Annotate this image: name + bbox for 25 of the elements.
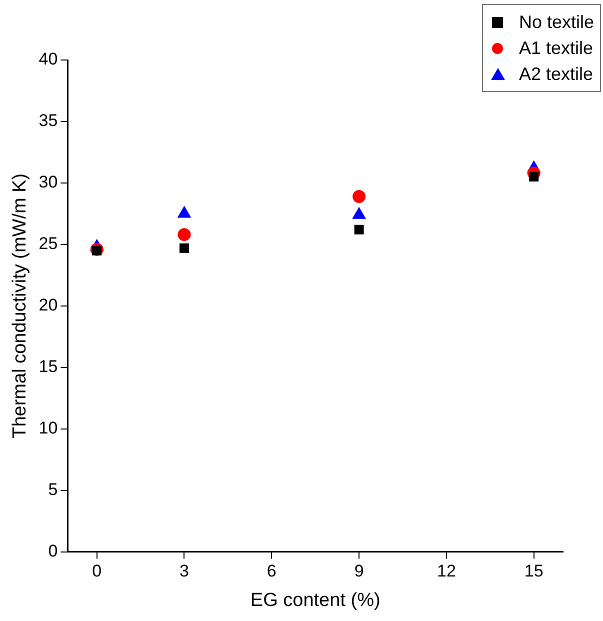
point — [180, 243, 189, 253]
y-tick-label: 40 — [38, 50, 58, 69]
y-tick-label: 5 — [48, 480, 58, 500]
y-tick-label: 35 — [38, 111, 58, 130]
y-tick-label: 10 — [38, 418, 58, 438]
legend-label: A1 textile — [518, 37, 593, 60]
point — [352, 190, 366, 203]
y-tick-label: 0 — [48, 541, 58, 560]
y-tick-label: 30 — [38, 172, 58, 192]
legend-label: No textile — [518, 11, 594, 34]
y-tick-label: 25 — [38, 234, 58, 254]
x-tick-label: 0 — [92, 562, 102, 581]
point — [178, 228, 191, 242]
x-tick-label: 3 — [180, 562, 189, 581]
y-tick-label: 15 — [38, 357, 58, 376]
x-tick-label: 6 — [266, 562, 276, 581]
x-axis-title: EG content (%) — [250, 590, 380, 611]
x-tick-label: 9 — [354, 562, 364, 581]
x-tick-label: 12 — [437, 562, 456, 581]
y-axis-title: Thermal conductivity (mW/m K) — [10, 173, 31, 438]
x-tick-label: 15 — [524, 562, 544, 581]
point — [354, 224, 364, 234]
point — [178, 206, 191, 218]
legend-label: A2 textile — [518, 63, 593, 86]
y-tick-label: 20 — [38, 296, 58, 315]
